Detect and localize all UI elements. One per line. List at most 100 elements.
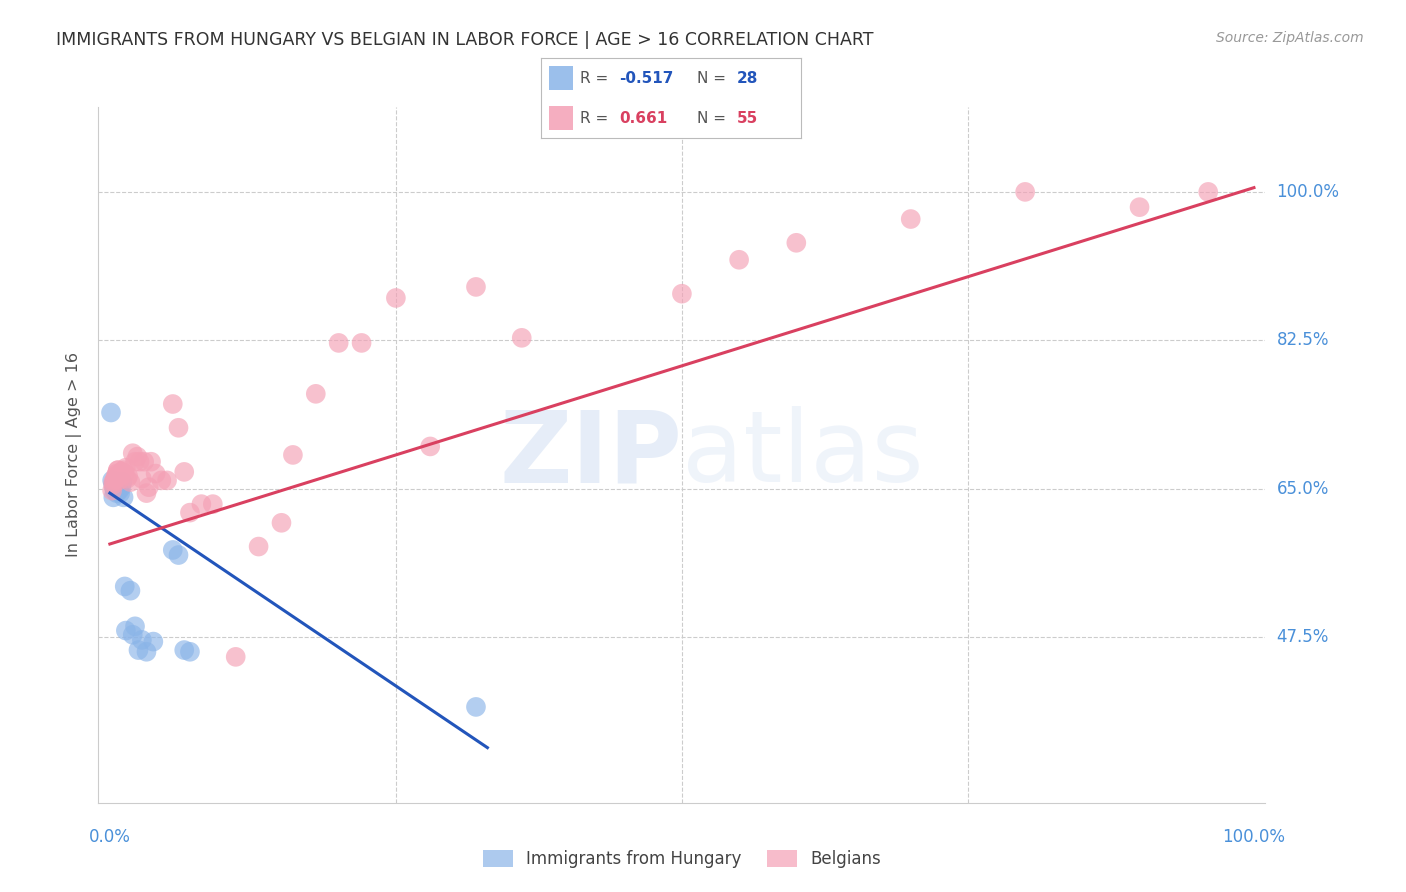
Point — [124, 455, 146, 469]
Point — [385, 291, 408, 305]
Point — [150, 474, 173, 488]
Point — [225, 649, 247, 664]
Text: 0.0%: 0.0% — [89, 828, 131, 846]
Point — [145, 467, 167, 481]
Point — [270, 516, 292, 530]
Point — [135, 486, 157, 500]
Point — [103, 491, 125, 505]
Point — [328, 335, 350, 350]
Point — [1197, 185, 1219, 199]
Point — [247, 540, 270, 554]
Point — [107, 463, 129, 477]
Point — [112, 463, 135, 477]
Point — [131, 472, 153, 486]
Point — [162, 543, 184, 558]
Text: R =: R = — [581, 111, 609, 126]
Text: N =: N = — [697, 70, 727, 86]
Point — [138, 480, 160, 494]
Point — [127, 643, 149, 657]
Point — [103, 474, 125, 488]
Point — [671, 286, 693, 301]
Point — [103, 477, 125, 491]
Point — [1014, 185, 1036, 199]
Point — [104, 472, 127, 486]
Point — [190, 497, 212, 511]
Point — [281, 448, 304, 462]
Text: 82.5%: 82.5% — [1277, 331, 1329, 350]
Point — [350, 335, 373, 350]
Point — [162, 397, 184, 411]
Text: IMMIGRANTS FROM HUNGARY VS BELGIAN IN LABOR FORCE | AGE > 16 CORRELATION CHART: IMMIGRANTS FROM HUNGARY VS BELGIAN IN LA… — [56, 31, 873, 49]
Point — [179, 645, 201, 659]
Point — [103, 477, 125, 491]
Point — [114, 579, 136, 593]
Point — [1128, 200, 1150, 214]
Point — [167, 548, 190, 562]
Point — [108, 486, 131, 500]
Text: ZIP: ZIP — [499, 407, 682, 503]
Point — [131, 632, 153, 647]
Point — [156, 474, 179, 488]
Text: -0.517: -0.517 — [620, 70, 673, 86]
Point — [142, 634, 165, 648]
Text: 0.661: 0.661 — [620, 111, 668, 126]
Point — [103, 475, 125, 489]
Text: 55: 55 — [737, 111, 758, 126]
Point — [108, 474, 131, 488]
Text: atlas: atlas — [682, 407, 924, 503]
Text: R =: R = — [581, 70, 609, 86]
Point — [419, 439, 441, 453]
Point — [728, 252, 751, 267]
Point — [108, 483, 131, 498]
Point — [101, 474, 124, 488]
Point — [104, 469, 127, 483]
Point — [101, 483, 124, 498]
Point — [110, 480, 132, 494]
Point — [107, 482, 129, 496]
Point — [108, 469, 131, 483]
Point — [115, 624, 138, 638]
Point — [900, 212, 922, 227]
Point — [305, 387, 328, 401]
Point — [120, 583, 142, 598]
Point — [104, 483, 127, 498]
Bar — [550, 66, 572, 90]
Point — [105, 486, 128, 500]
Point — [128, 455, 150, 469]
Point — [111, 475, 134, 489]
Point — [112, 491, 135, 505]
Point — [167, 421, 190, 435]
Text: Source: ZipAtlas.com: Source: ZipAtlas.com — [1216, 31, 1364, 45]
Point — [201, 497, 224, 511]
Point — [117, 469, 139, 483]
Bar — [550, 106, 572, 130]
Point — [115, 472, 138, 486]
Point — [103, 483, 125, 498]
Text: 65.0%: 65.0% — [1277, 480, 1329, 498]
Point — [135, 645, 157, 659]
Point — [785, 235, 807, 250]
Point — [105, 467, 128, 481]
Point — [134, 455, 156, 469]
Text: 28: 28 — [737, 70, 758, 86]
Text: 47.5%: 47.5% — [1277, 628, 1329, 647]
Point — [465, 280, 488, 294]
Point — [110, 465, 132, 479]
Point — [179, 506, 201, 520]
Point — [114, 467, 136, 481]
Point — [115, 460, 138, 475]
Point — [124, 619, 146, 633]
Point — [120, 475, 142, 489]
Point — [173, 643, 195, 657]
Point — [121, 446, 143, 460]
Point — [103, 482, 125, 496]
Point — [107, 463, 129, 477]
Point — [510, 331, 533, 345]
Point — [121, 628, 143, 642]
Y-axis label: In Labor Force | Age > 16: In Labor Force | Age > 16 — [66, 352, 83, 558]
Text: 100.0%: 100.0% — [1277, 183, 1340, 201]
Text: N =: N = — [697, 111, 727, 126]
Text: 100.0%: 100.0% — [1222, 828, 1285, 846]
Legend: Immigrants from Hungary, Belgians: Immigrants from Hungary, Belgians — [477, 843, 887, 874]
Point — [127, 450, 149, 464]
